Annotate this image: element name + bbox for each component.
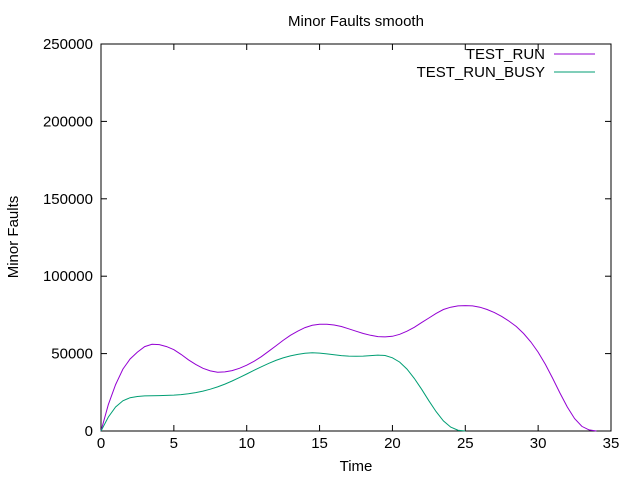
x-axis-label: Time <box>340 458 373 475</box>
x-tick-label: 5 <box>170 435 178 452</box>
y-tick-label: 250000 <box>43 36 93 53</box>
x-tick-label: 10 <box>238 435 255 452</box>
x-tick-label: 15 <box>311 435 328 452</box>
legend-label: TEST_RUN <box>466 46 545 63</box>
legend-label: TEST_RUN_BUSY <box>417 64 545 81</box>
y-tick-label: 0 <box>85 423 93 440</box>
x-tick-label: 30 <box>530 435 547 452</box>
y-tick-label: 100000 <box>43 268 93 285</box>
y-axis-label: Minor Faults <box>5 196 22 279</box>
plot-frame <box>100 43 612 432</box>
x-tick-label: 20 <box>384 435 401 452</box>
series-line-test-run <box>100 305 597 432</box>
x-tick-label: 25 <box>457 435 474 452</box>
y-tick-label: 200000 <box>43 113 93 130</box>
x-tick-label: 0 <box>97 435 105 452</box>
x-tick-label: 35 <box>603 435 620 452</box>
series-line-test-run-busy <box>100 352 466 432</box>
series-group <box>100 305 597 432</box>
y-tick-label: 150000 <box>43 191 93 208</box>
axis-ticks: 0 5 10 15 20 25 30 35 0 50000 100000 150000 200000 25… <box>43 36 619 452</box>
y-tick-label: 50000 <box>51 346 93 363</box>
chart-title: Minor Faults smooth <box>288 13 424 30</box>
